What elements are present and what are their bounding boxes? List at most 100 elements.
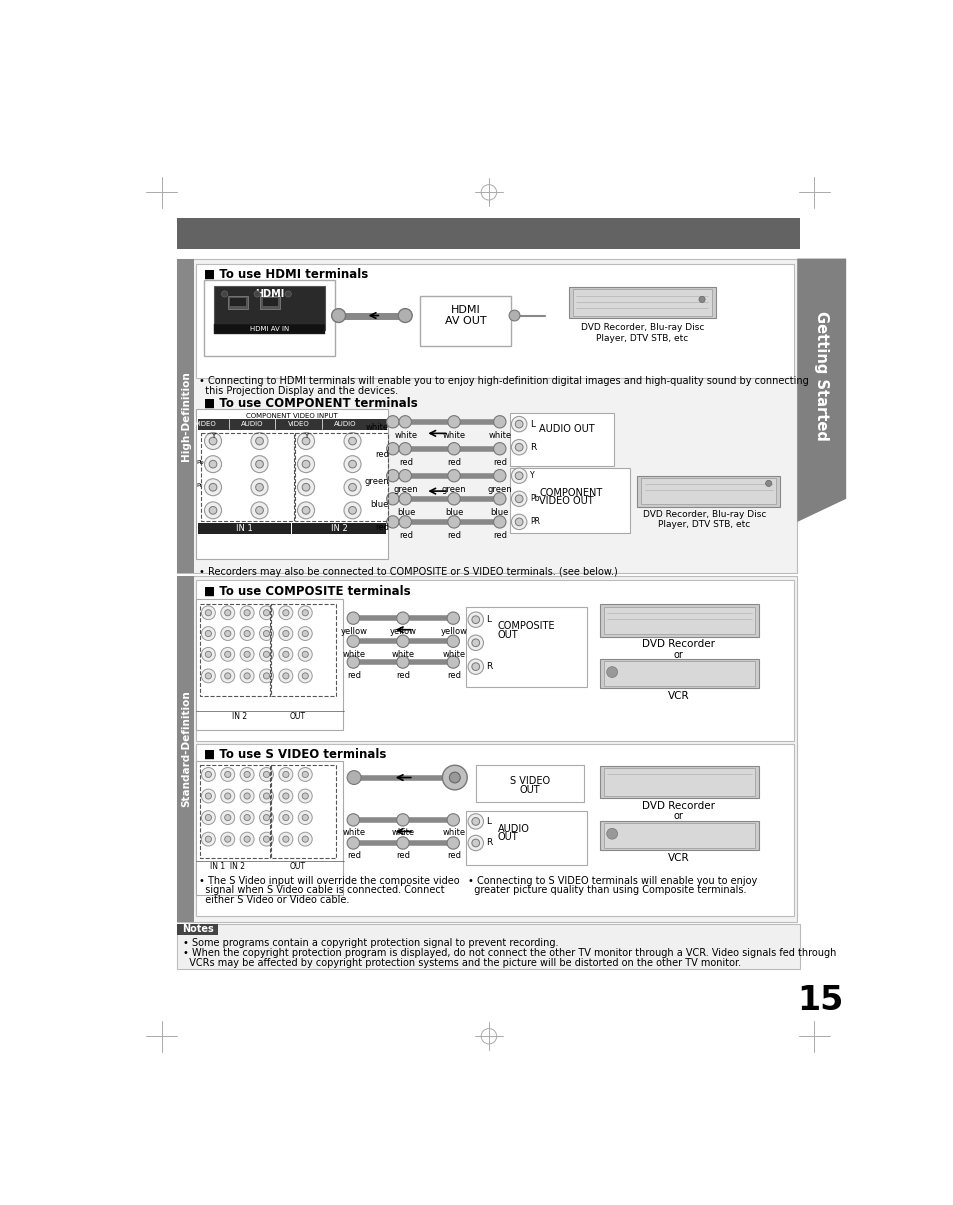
Text: red: red bbox=[398, 531, 413, 540]
Circle shape bbox=[302, 771, 308, 777]
Circle shape bbox=[285, 290, 291, 298]
Bar bbox=[177, 576, 194, 922]
Text: AUDIO: AUDIO bbox=[497, 824, 529, 834]
Circle shape bbox=[251, 455, 268, 472]
Circle shape bbox=[298, 669, 312, 683]
Circle shape bbox=[472, 639, 479, 647]
Circle shape bbox=[282, 771, 289, 777]
Text: COMPOSITE: COMPOSITE bbox=[497, 621, 555, 631]
Bar bbox=[294, 433, 388, 521]
Circle shape bbox=[278, 789, 293, 803]
Circle shape bbox=[244, 651, 250, 658]
Text: either S Video or Video cable.: either S Video or Video cable. bbox=[199, 894, 349, 905]
Text: IN 1: IN 1 bbox=[236, 524, 253, 534]
Circle shape bbox=[244, 610, 250, 616]
Text: OUT: OUT bbox=[497, 630, 517, 640]
Text: L: L bbox=[486, 616, 491, 624]
Circle shape bbox=[347, 771, 360, 784]
Circle shape bbox=[347, 813, 359, 827]
Circle shape bbox=[201, 627, 215, 641]
Circle shape bbox=[224, 836, 231, 842]
Text: blue: blue bbox=[444, 509, 463, 517]
Circle shape bbox=[298, 789, 312, 803]
Circle shape bbox=[396, 612, 409, 624]
Circle shape bbox=[201, 647, 215, 662]
Text: IN 2: IN 2 bbox=[331, 524, 347, 534]
Text: white: white bbox=[442, 649, 465, 659]
Circle shape bbox=[282, 836, 289, 842]
Circle shape bbox=[255, 506, 263, 515]
Bar bbox=[177, 924, 799, 969]
Circle shape bbox=[259, 606, 274, 619]
Circle shape bbox=[204, 501, 221, 519]
Circle shape bbox=[302, 630, 308, 636]
Circle shape bbox=[240, 789, 253, 803]
Circle shape bbox=[240, 606, 253, 619]
Circle shape bbox=[244, 771, 250, 777]
Circle shape bbox=[515, 518, 522, 525]
Circle shape bbox=[511, 492, 526, 506]
Circle shape bbox=[278, 768, 293, 781]
Circle shape bbox=[468, 835, 483, 851]
Circle shape bbox=[493, 416, 505, 428]
Circle shape bbox=[472, 616, 479, 623]
Circle shape bbox=[263, 651, 270, 658]
Text: VIDEO OUT: VIDEO OUT bbox=[538, 496, 594, 506]
Bar bbox=[213, 286, 324, 330]
Circle shape bbox=[386, 470, 398, 482]
Text: • Connecting to HDMI terminals will enable you to enjoy high-definition digital : • Connecting to HDMI terminals will enab… bbox=[199, 376, 808, 386]
Text: VCR: VCR bbox=[667, 853, 689, 863]
Circle shape bbox=[302, 793, 308, 799]
Bar bbox=[640, 478, 776, 504]
Bar bbox=[603, 606, 754, 634]
Circle shape bbox=[201, 669, 215, 683]
Circle shape bbox=[205, 836, 212, 842]
Text: signal when S Video cable is connected. Connect: signal when S Video cable is connected. … bbox=[199, 886, 444, 895]
Circle shape bbox=[344, 455, 360, 472]
Circle shape bbox=[282, 815, 289, 821]
Bar bbox=[201, 433, 294, 521]
Bar bbox=[195, 408, 388, 559]
Circle shape bbox=[302, 437, 310, 445]
Circle shape bbox=[224, 815, 231, 821]
Text: Y: Y bbox=[530, 471, 534, 481]
Circle shape bbox=[302, 460, 310, 468]
Circle shape bbox=[259, 811, 274, 824]
Circle shape bbox=[220, 669, 234, 683]
Text: L: L bbox=[530, 419, 535, 429]
Circle shape bbox=[253, 290, 260, 298]
Text: AUDIO: AUDIO bbox=[241, 421, 264, 427]
Circle shape bbox=[224, 793, 231, 799]
Bar bbox=[262, 298, 278, 306]
Circle shape bbox=[386, 416, 398, 428]
Circle shape bbox=[209, 460, 216, 468]
Text: L: L bbox=[486, 817, 491, 825]
Circle shape bbox=[278, 647, 293, 662]
Text: red: red bbox=[447, 670, 460, 680]
Text: this Projection Display and the devices.: this Projection Display and the devices. bbox=[199, 386, 397, 395]
Bar bbox=[568, 287, 716, 318]
Circle shape bbox=[493, 442, 505, 455]
Circle shape bbox=[348, 437, 356, 445]
Bar bbox=[603, 769, 754, 797]
Circle shape bbox=[220, 606, 234, 619]
Text: High-Definition: High-Definition bbox=[181, 371, 191, 460]
Circle shape bbox=[297, 478, 314, 495]
Circle shape bbox=[442, 765, 467, 789]
Circle shape bbox=[201, 606, 215, 619]
Circle shape bbox=[447, 416, 459, 428]
Text: • When the copyright protection program is displayed, do not connect the other T: • When the copyright protection program … bbox=[183, 947, 835, 958]
Text: red: red bbox=[493, 531, 506, 540]
Circle shape bbox=[397, 308, 412, 323]
Circle shape bbox=[220, 833, 234, 846]
Circle shape bbox=[220, 789, 234, 803]
Circle shape bbox=[509, 310, 519, 321]
Text: blue: blue bbox=[396, 509, 415, 517]
Text: COMPONENT VIDEO INPUT: COMPONENT VIDEO INPUT bbox=[246, 412, 337, 418]
Text: blue: blue bbox=[370, 500, 389, 510]
Circle shape bbox=[263, 815, 270, 821]
Text: ■ To use HDMI terminals: ■ To use HDMI terminals bbox=[204, 268, 369, 281]
Circle shape bbox=[263, 793, 270, 799]
Circle shape bbox=[515, 443, 522, 451]
Bar bbox=[476, 765, 583, 803]
